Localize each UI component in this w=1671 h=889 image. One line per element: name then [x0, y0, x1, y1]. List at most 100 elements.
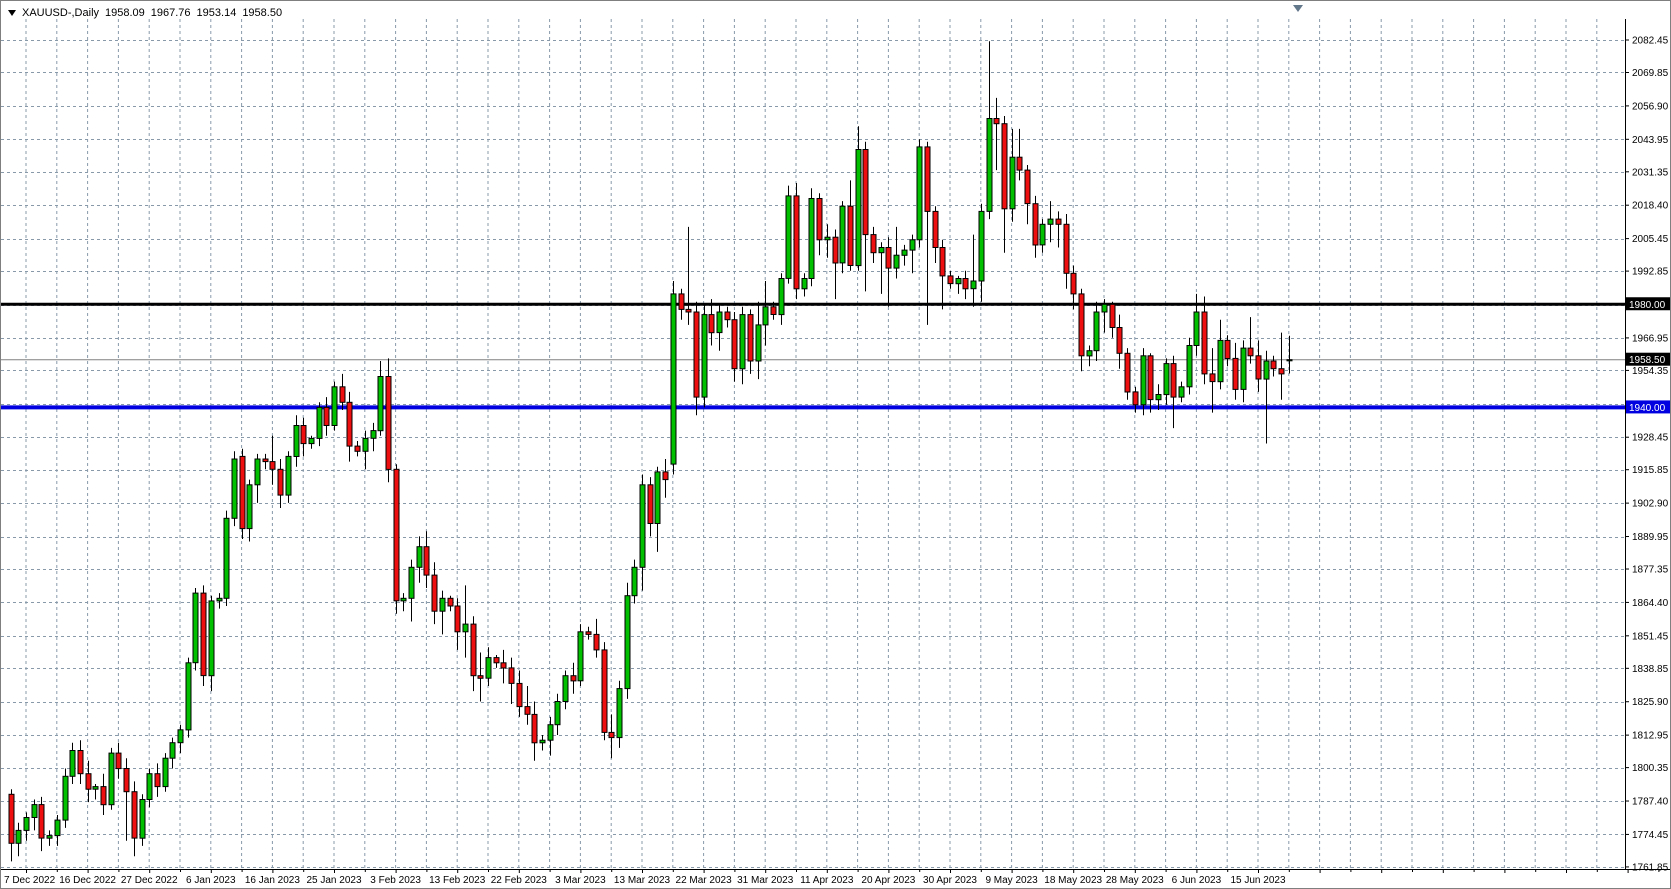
- candle-body-up: [177, 729, 184, 744]
- candle-body-down: [793, 195, 800, 290]
- price-badge-label: 1980.00: [1629, 300, 1666, 311]
- candle-body-down: [1132, 391, 1139, 406]
- candle-body-down: [608, 731, 615, 739]
- candle-body-down: [516, 682, 523, 708]
- candle-body-up: [970, 280, 977, 290]
- candle-body-down: [724, 311, 731, 321]
- candle-body-down: [885, 247, 892, 269]
- price-axis-label: 1774.45: [1632, 830, 1669, 841]
- date-axis-label: 27 Dec 2022: [121, 875, 178, 886]
- candle-body-down: [593, 633, 600, 651]
- candle-body-up: [285, 455, 292, 496]
- date-axis-label: 22 Mar 2023: [676, 875, 733, 886]
- date-axis-label: 3 Feb 2023: [370, 875, 421, 886]
- price-axis-label: 1851.45: [1632, 631, 1669, 642]
- candle-body-up: [654, 471, 661, 524]
- quote-close: 1958.50: [242, 7, 283, 19]
- date-axis-label: 11 Apr 2023: [800, 875, 854, 886]
- candle-body-up: [839, 205, 846, 264]
- candle-body-up: [377, 376, 384, 432]
- candle-body-down: [1278, 368, 1285, 375]
- candle-body-down: [678, 293, 685, 310]
- candle-body-up: [785, 195, 792, 279]
- candle-body-up: [701, 314, 708, 398]
- candle-body-down: [524, 706, 531, 715]
- date-axis-label: 20 Apr 2023: [861, 875, 915, 886]
- candle-body-up: [216, 597, 223, 602]
- price-axis-label: 1992.85: [1632, 267, 1669, 278]
- price-axis-label: 2005.45: [1632, 234, 1669, 245]
- candle-body-up: [370, 430, 377, 439]
- candle-body-down: [870, 234, 877, 254]
- candle-body-down: [585, 631, 592, 635]
- candle-body-down: [470, 623, 477, 677]
- candle-body-down: [423, 546, 430, 576]
- candle-body-down: [770, 306, 777, 315]
- chart-shift-marker-icon[interactable]: [1293, 5, 1303, 12]
- candle-body-down: [1063, 223, 1070, 274]
- price-badge-1940.00: [1626, 400, 1670, 414]
- candle-body-up: [31, 804, 38, 818]
- candle-body-down: [385, 376, 392, 470]
- candle-body-up: [208, 600, 215, 677]
- candle-body-up: [1186, 345, 1193, 388]
- candle-body-down: [693, 311, 700, 398]
- candle-body-up: [1101, 303, 1108, 313]
- candle-body-up: [1093, 311, 1100, 352]
- candle-body-up: [416, 546, 423, 568]
- candle-body-down: [500, 662, 507, 669]
- candle-body-down: [262, 458, 269, 463]
- candle-body-down: [100, 786, 107, 806]
- candle-body-up: [616, 688, 623, 739]
- price-axis-label: 2043.95: [1632, 135, 1669, 146]
- candle-body-up: [1217, 339, 1224, 383]
- candle-body-up: [1047, 218, 1054, 225]
- candle-body-down: [1270, 360, 1277, 370]
- candle-body-down: [1078, 293, 1085, 357]
- candle-body-up: [554, 701, 561, 726]
- candle-body-up: [46, 835, 53, 839]
- date-axis-label: 30 Apr 2023: [923, 875, 977, 886]
- price-axis-label: 1928.45: [1632, 433, 1669, 444]
- symbol-dropdown-icon[interactable]: [8, 10, 16, 16]
- price-axis-label: 1877.35: [1632, 565, 1669, 576]
- candle-body-down: [1032, 203, 1039, 246]
- candle-body-up: [462, 623, 469, 633]
- candle-body-up: [69, 750, 76, 777]
- candle-body-up: [978, 210, 985, 282]
- candle-body-down: [601, 649, 608, 733]
- price-axis-label: 2069.85: [1632, 68, 1669, 79]
- candle-body-down: [493, 657, 500, 664]
- price-badge-1980.00: [1626, 297, 1670, 311]
- candle-body-up: [54, 819, 61, 837]
- date-axis-label: 22 Feb 2023: [491, 875, 548, 886]
- candle-body-down: [508, 667, 515, 684]
- candle-body-up: [893, 254, 900, 269]
- candle-body-down: [477, 675, 484, 679]
- symbol-period-label: XAUUSD-,Daily: [22, 7, 100, 19]
- candle-body-up: [778, 278, 785, 316]
- candle-body-up: [169, 742, 176, 759]
- candle-body-up: [331, 386, 338, 426]
- candle-body-up: [439, 597, 446, 612]
- candle-body-down: [1116, 327, 1123, 354]
- candle-body-down: [1170, 363, 1177, 398]
- candle-body-up: [639, 484, 646, 568]
- candle-body-up: [1240, 347, 1247, 390]
- date-axis-label: 15 Jun 2023: [1230, 875, 1285, 886]
- candle-body-down: [123, 768, 130, 793]
- candle-body-down: [354, 445, 361, 452]
- candle-body-down: [346, 401, 353, 447]
- candle-body-up: [316, 406, 323, 439]
- price-axis-label: 1966.95: [1632, 333, 1669, 344]
- chart-symbol-info: XAUUSD-,Daily 1958.09 1967.76 1953.14 19…: [8, 6, 288, 20]
- candle-body-up: [755, 324, 762, 362]
- candle-body-down: [300, 425, 307, 445]
- candle-body-down: [38, 804, 45, 839]
- date-axis-label: 13 Feb 2023: [429, 875, 486, 886]
- candle-body-up: [955, 278, 962, 285]
- candle-body-down: [1147, 355, 1154, 401]
- candle-body-down: [277, 468, 284, 496]
